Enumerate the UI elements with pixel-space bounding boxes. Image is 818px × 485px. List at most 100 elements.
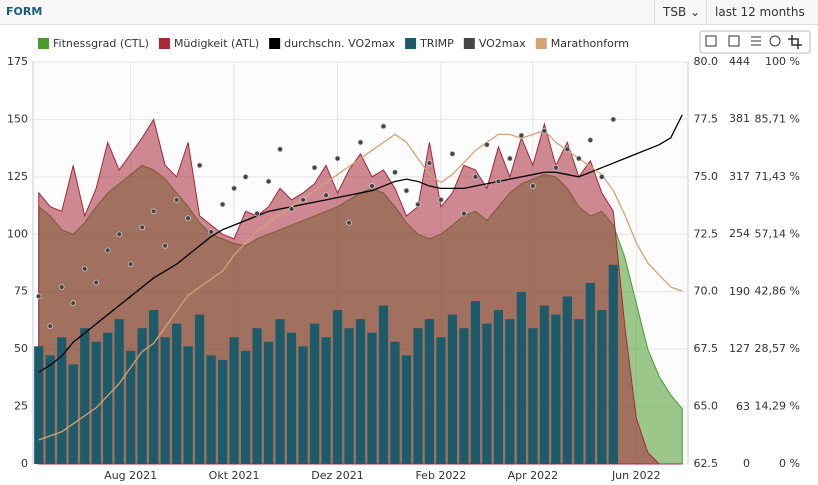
bar xyxy=(252,328,262,464)
y4-tick-label: 85,71 % xyxy=(755,112,800,125)
bar xyxy=(332,310,343,464)
y2-tick-label: 65.0 xyxy=(694,400,719,413)
y2-tick-label: 75.0 xyxy=(694,170,719,183)
y4-tick-label: 57,14 % xyxy=(755,227,800,240)
y4-tick-label: 71,43 % xyxy=(755,170,800,183)
point xyxy=(495,178,502,185)
y4-tick-label: 100 % xyxy=(765,55,800,68)
menu-button[interactable] xyxy=(751,36,761,46)
legend-swatch xyxy=(463,38,475,49)
point xyxy=(380,123,387,130)
legend-swatch xyxy=(269,38,281,49)
point xyxy=(403,187,410,194)
y-tick-label: 25 xyxy=(14,400,28,413)
bar xyxy=(34,346,44,464)
point xyxy=(35,293,42,300)
y2-tick-label: 67.5 xyxy=(694,342,719,355)
toolbar xyxy=(699,30,811,54)
point xyxy=(541,128,548,134)
bar xyxy=(218,359,228,464)
bar xyxy=(608,264,618,464)
y3-tick-label: 0 xyxy=(743,457,750,470)
y2-tick-label: 62.5 xyxy=(694,457,719,470)
point xyxy=(461,210,467,217)
bar xyxy=(57,337,67,464)
bar xyxy=(309,323,320,464)
fullscreen-button[interactable] xyxy=(705,35,717,47)
bar xyxy=(298,346,308,464)
point xyxy=(277,146,283,153)
bar xyxy=(390,341,400,464)
legend: Fitnessgrad (CTL) Müdigkeit (ATL) durchsch… xyxy=(38,37,629,50)
bar xyxy=(263,341,274,464)
bar xyxy=(493,310,503,464)
bar xyxy=(436,337,446,464)
legend-swatch xyxy=(535,38,547,49)
y-tick-label: 100 xyxy=(7,227,28,240)
point xyxy=(127,261,134,268)
bar xyxy=(206,355,216,464)
bar xyxy=(528,328,538,464)
legend-swatch xyxy=(38,38,49,49)
bar xyxy=(378,305,389,464)
bar xyxy=(45,355,55,464)
legend-swatch xyxy=(405,38,417,49)
point xyxy=(242,173,249,180)
toolbar-frame xyxy=(699,30,811,54)
y3-tick-label: 63 xyxy=(736,400,750,413)
metric-dropdown[interactable]: TSB ⌄ xyxy=(654,0,708,24)
legend-label: Fitnessgrad (CTL) xyxy=(53,37,149,50)
bar xyxy=(114,319,124,464)
y4-tick-label: 28,57 % xyxy=(755,342,800,355)
range-dropdown[interactable]: last 12 months ⌄ xyxy=(706,0,818,43)
point xyxy=(300,196,306,203)
point xyxy=(552,164,559,171)
legend-swatch xyxy=(158,38,170,49)
legend-label: Müdigkeit (ATL) xyxy=(174,37,259,50)
y2-tick-label: 72.5 xyxy=(694,227,719,240)
point xyxy=(93,279,100,286)
point xyxy=(506,155,513,162)
line xyxy=(38,114,683,373)
y-tick-label: 150 xyxy=(7,112,28,125)
point xyxy=(116,231,123,238)
chart: Fitnessgrad (CTL) Müdigkeit (ATL) durchsch… xyxy=(7,30,811,482)
bar xyxy=(91,341,101,464)
bar xyxy=(344,328,354,464)
metric-label: TSB xyxy=(663,5,687,19)
bar xyxy=(321,337,331,464)
bar xyxy=(275,319,285,464)
point xyxy=(369,183,375,189)
point xyxy=(610,116,617,123)
point xyxy=(484,141,490,148)
save-button[interactable] xyxy=(728,35,740,47)
bar xyxy=(68,364,78,464)
legend-label: VO2max xyxy=(479,37,526,50)
y2-tick-label: 77.5 xyxy=(694,112,719,125)
bar xyxy=(516,291,526,464)
point xyxy=(139,224,146,231)
point xyxy=(231,185,237,192)
legend-label: Marathonform xyxy=(551,37,629,50)
point xyxy=(311,164,318,171)
bar xyxy=(137,328,147,464)
y4-tick-label: 0 % xyxy=(779,457,800,470)
point xyxy=(415,201,421,208)
bar xyxy=(562,296,572,464)
legend-label: durchschn. VO2max xyxy=(284,37,395,50)
crop-button[interactable] xyxy=(788,35,802,49)
target-button[interactable] xyxy=(769,35,781,47)
y-tick-label: 175 xyxy=(7,55,28,68)
x-tick-label: Jun 2022 xyxy=(611,469,661,482)
point xyxy=(173,196,180,203)
point xyxy=(58,284,65,291)
bar xyxy=(413,328,423,464)
point xyxy=(288,206,295,212)
x-tick-label: Apr 2022 xyxy=(508,469,559,482)
bar xyxy=(172,323,182,464)
point xyxy=(196,162,203,169)
y3-tick-label: 444 xyxy=(729,55,750,68)
range-label: last 12 months xyxy=(715,5,805,19)
y-tick-label: 75 xyxy=(14,285,28,298)
